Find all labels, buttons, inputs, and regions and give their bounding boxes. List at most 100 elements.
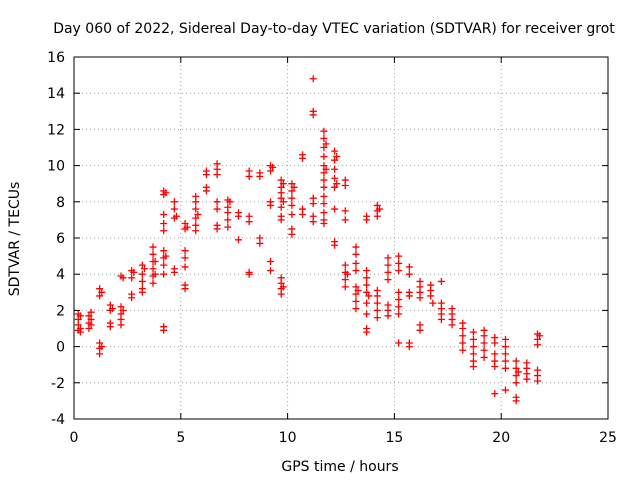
data-point <box>395 288 403 296</box>
y-tick-label: 14 <box>47 86 65 102</box>
data-point <box>331 241 339 249</box>
data-point <box>309 111 317 119</box>
x-tick-label: 10 <box>279 430 297 446</box>
data-point <box>365 292 373 300</box>
data-point <box>491 339 499 347</box>
data-point <box>363 288 371 296</box>
plot-frame <box>73 56 609 420</box>
data-point <box>213 171 221 179</box>
data-point <box>491 350 499 358</box>
data-point <box>352 305 360 313</box>
x-tick-label: 20 <box>492 430 510 446</box>
data-point <box>416 294 424 302</box>
data-point <box>512 379 520 387</box>
data-point <box>437 277 445 285</box>
data-point <box>320 134 328 142</box>
data-point <box>512 397 520 405</box>
data-point <box>160 261 168 269</box>
data-point <box>405 270 413 278</box>
data-point <box>469 343 477 351</box>
data-point <box>512 364 520 372</box>
data-point <box>149 250 157 258</box>
data-point <box>140 265 148 273</box>
data-point <box>512 372 520 380</box>
data-point <box>299 210 307 218</box>
data-point <box>363 267 371 275</box>
data-point <box>331 205 339 213</box>
data-point <box>448 321 456 329</box>
data-point <box>119 306 127 314</box>
data-point <box>267 267 275 275</box>
data-point <box>333 153 341 161</box>
data-point <box>469 335 477 343</box>
y-tick-label: 8 <box>56 195 65 211</box>
data-point <box>117 303 125 311</box>
data-point <box>352 267 360 275</box>
x-tick-label: 0 <box>70 430 79 446</box>
data-point <box>194 210 202 218</box>
data-point <box>181 247 189 255</box>
y-tick-label: 2 <box>56 303 65 319</box>
data-point <box>170 268 178 276</box>
data-point <box>234 212 242 220</box>
data-point <box>469 363 477 371</box>
data-point <box>320 162 328 170</box>
data-point <box>501 386 509 394</box>
data-point <box>501 350 509 358</box>
x-tick-label: 5 <box>176 430 185 446</box>
data-point <box>192 227 200 235</box>
data-point <box>501 335 509 343</box>
data-point <box>269 163 277 171</box>
data-point <box>501 357 509 365</box>
data-point <box>320 209 328 217</box>
gridlines <box>74 57 608 419</box>
data-point <box>384 276 392 284</box>
data-point <box>149 243 157 251</box>
data-point <box>151 258 159 266</box>
data-point <box>170 198 178 206</box>
data-point <box>322 140 330 148</box>
data-point <box>363 299 371 307</box>
data-point <box>267 258 275 266</box>
data-point <box>288 230 296 238</box>
data-point <box>363 328 371 336</box>
data-point <box>288 201 296 209</box>
x-axis-label: GPS time / hours <box>281 459 398 475</box>
data-point <box>320 183 328 191</box>
data-point <box>96 292 104 300</box>
data-point <box>384 254 392 262</box>
data-point <box>138 270 146 278</box>
data-point <box>192 205 200 213</box>
data-point <box>480 339 488 347</box>
y-axis-label: SDTVAR / TECUs <box>7 182 23 297</box>
data-point <box>352 243 360 251</box>
data-point <box>181 263 189 271</box>
data-point <box>138 261 146 269</box>
data-point <box>138 288 146 296</box>
data-point <box>352 250 360 258</box>
data-point <box>256 172 264 180</box>
data-point <box>429 299 437 307</box>
data-point <box>277 176 285 184</box>
data-point <box>416 326 424 334</box>
y-tick-label: 12 <box>47 122 65 138</box>
data-point <box>341 283 349 291</box>
x-tick-label: 15 <box>385 430 403 446</box>
data-point <box>405 263 413 271</box>
data-point <box>76 312 84 320</box>
data-point <box>501 343 509 351</box>
data-point <box>170 205 178 213</box>
data-point <box>290 183 298 191</box>
y-tick-label: 16 <box>47 50 65 66</box>
data-point <box>320 176 328 184</box>
data-point <box>333 180 341 188</box>
data-point <box>151 270 159 278</box>
data-point <box>322 165 330 173</box>
data-point <box>96 285 104 293</box>
data-point <box>320 144 328 151</box>
data-point <box>395 296 403 304</box>
data-point <box>279 180 287 188</box>
y-tick-label: 0 <box>56 340 65 356</box>
data-point <box>469 328 477 336</box>
data-point <box>87 308 95 316</box>
